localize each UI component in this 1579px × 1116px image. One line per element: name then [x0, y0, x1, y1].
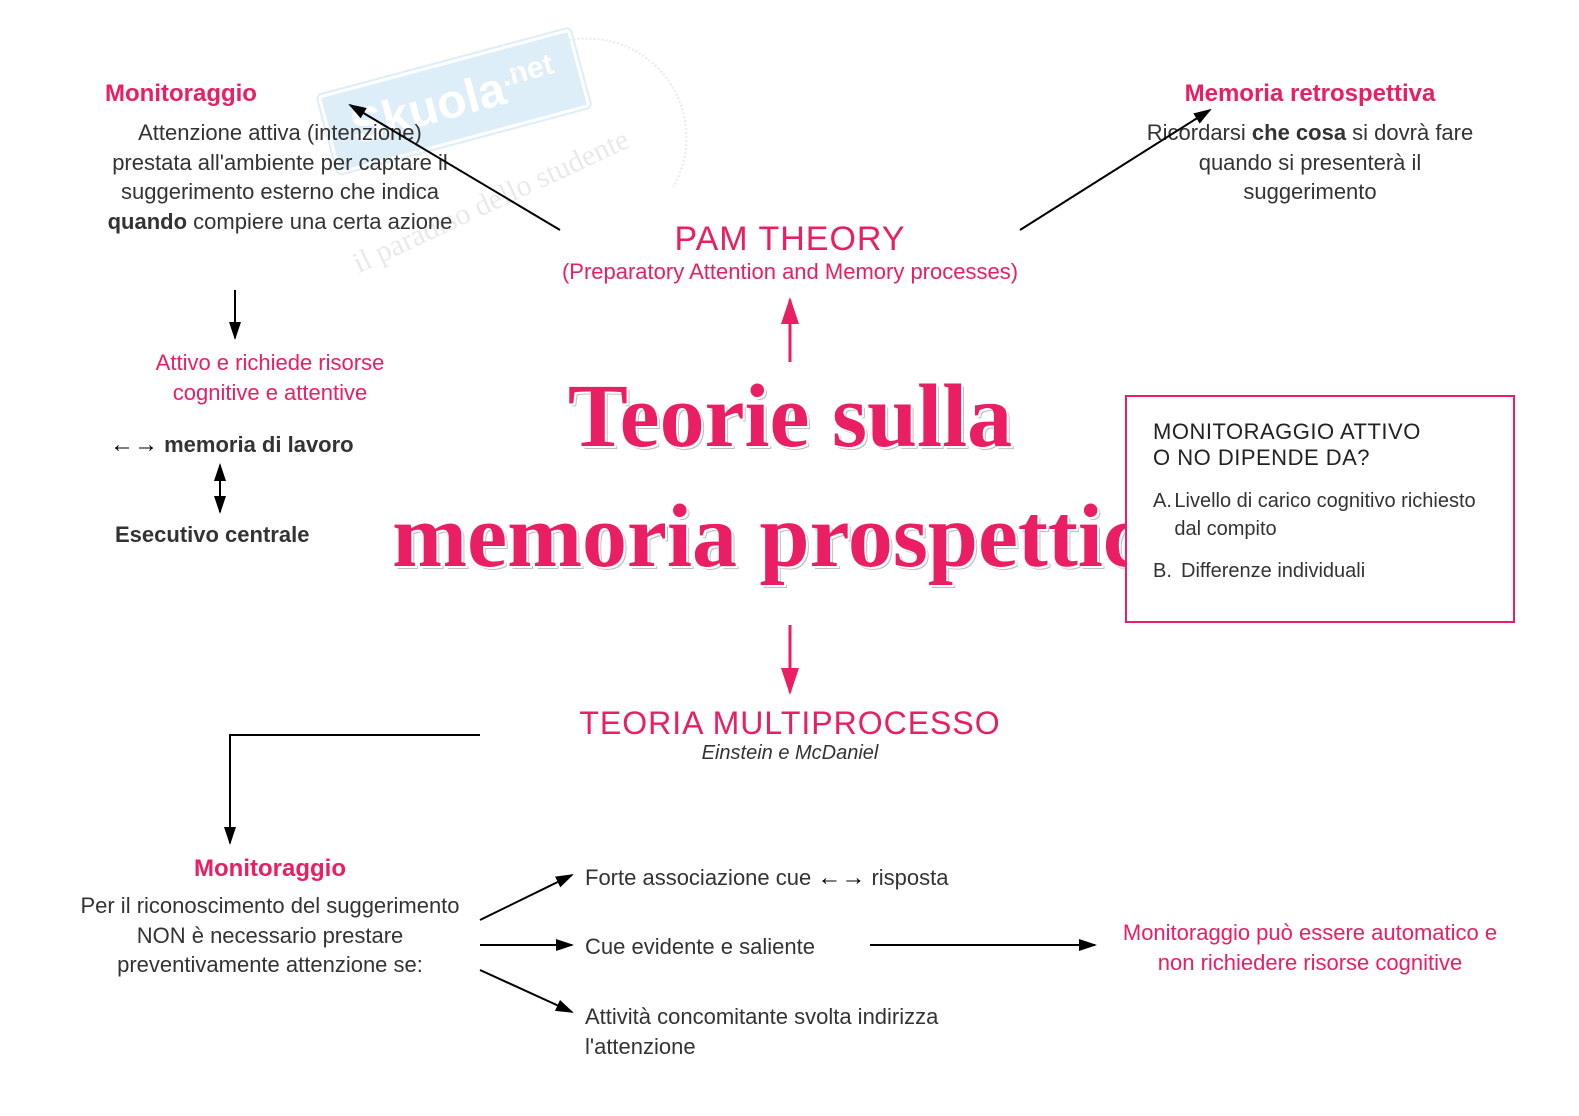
- monitoraggio-bottom-heading: Monitoraggio: [60, 855, 480, 883]
- central-title-line1: Teorie sulla: [330, 370, 1250, 465]
- monitoraggio-top-block: Monitoraggio Attenzione attiva (intenzio…: [105, 80, 455, 237]
- box-list: A. Livello di carico cognitivo richiesto…: [1153, 487, 1487, 585]
- retrospettiva-heading: Memoria retrospettiva: [1130, 80, 1490, 108]
- arrow-to-cond3: [480, 970, 572, 1012]
- multi-title: TEORIA MULTIPROCESSO: [480, 705, 1100, 742]
- box-item-a: A. Livello di carico cognitivo richiesto…: [1153, 487, 1487, 543]
- question-box: MONITORAGGIO ATTIVOO NO DIPENDE DA? A. L…: [1125, 395, 1515, 623]
- multi-subtitle: Einstein e McDaniel: [480, 742, 1100, 765]
- central-title-line2: memoria prospettica: [330, 490, 1250, 585]
- pam-subtitle: (Preparatory Attention and Memory proces…: [470, 259, 1110, 285]
- box-item-b: B. Differenze individuali: [1153, 557, 1487, 585]
- central-title: Teorie sulla memoria prospettica: [330, 370, 1250, 584]
- multiprocesso-block: TEORIA MULTIPROCESSO Einstein e McDaniel: [480, 705, 1100, 765]
- monitoraggio-bottom-block: Monitoraggio Per il riconoscimento del s…: [60, 855, 480, 980]
- bidir-arrow-icon: ←→: [110, 431, 158, 458]
- arrow-multi-to-monitoraggio: [230, 735, 480, 843]
- monitoraggio-bottom-body: Per il riconoscimento del suggerimento N…: [60, 891, 480, 980]
- pam-title: PAM THEORY: [470, 220, 1110, 259]
- monitoraggio-heading: Monitoraggio: [105, 80, 455, 108]
- memoria-retrospettiva-block: Memoria retrospettiva Ricordarsi che cos…: [1130, 80, 1490, 207]
- arrow-to-cond1: [480, 875, 572, 920]
- pam-theory-block: PAM THEORY (Preparatory Attention and Me…: [470, 220, 1110, 285]
- bidir-arrow-icon: ←→: [817, 864, 865, 891]
- automatic-note: Monitoraggio può essere automatico e non…: [1110, 918, 1510, 977]
- condition-3: Attività concomitante svolta indirizza l…: [585, 1002, 1055, 1061]
- monitoraggio-body: Attenzione attiva (intenzione) prestata …: [105, 118, 455, 237]
- retrospettiva-body: Ricordarsi che cosa si dovrà fare quando…: [1130, 118, 1490, 207]
- condition-1: Forte associazione cue ←→ risposta: [585, 862, 949, 894]
- box-title: MONITORAGGIO ATTIVOO NO DIPENDE DA?: [1153, 419, 1487, 471]
- condition-2: Cue evidente e saliente: [585, 932, 815, 962]
- memoria-di-lavoro-line: ←→ memoria di lavoro: [110, 430, 354, 460]
- esecutivo-centrale: Esecutivo centrale: [115, 520, 309, 550]
